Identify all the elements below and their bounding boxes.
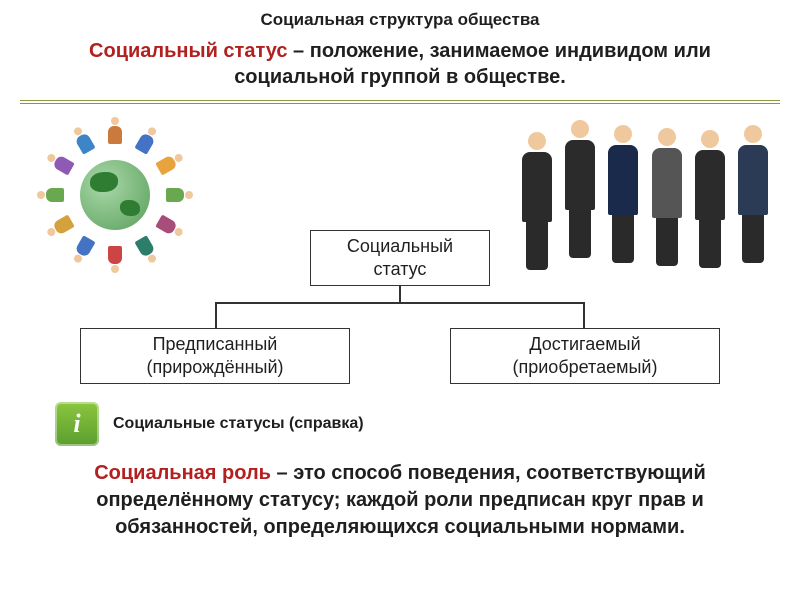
subtitle-highlight: Социальный статус: [89, 40, 287, 62]
diagram-section: Социальныйстатус Предписанный(прирождённ…: [0, 110, 800, 390]
role-highlight: Социальная роль: [94, 462, 271, 484]
business-person-icon: [561, 120, 599, 270]
business-person-icon: [648, 128, 686, 270]
globe-people-illustration: [35, 115, 195, 275]
box-prescribed-label: Предписанный(прирождённый): [146, 333, 283, 380]
ring-person-icon: [165, 188, 193, 202]
business-person-icon: [518, 132, 556, 270]
ring-person-icon: [155, 214, 186, 240]
globe-icon: [80, 160, 150, 230]
reference-label: Социальные статусы (справка): [113, 415, 364, 433]
info-icon[interactable]: i: [55, 402, 99, 446]
social-role-text: Социальная роль – это способ поведения, …: [0, 446, 800, 541]
reference-row: i Социальные статусы (справка): [55, 402, 800, 446]
ring-person-icon: [70, 235, 96, 266]
page-title: Социальная структура общества: [0, 0, 800, 30]
ring-person-icon: [155, 150, 186, 176]
businesspeople-illustration: [515, 110, 775, 270]
box-prescribed: Предписанный(прирождённый): [80, 328, 350, 384]
ring-person-icon: [44, 150, 75, 176]
box-social-status: Социальныйстатус: [310, 230, 490, 286]
ring-person-icon: [134, 235, 160, 266]
ring-person-icon: [108, 117, 122, 145]
business-person-icon: [734, 125, 772, 270]
box-achieved: Достигаемый(приобретаемый): [450, 328, 720, 384]
ring-person-icon: [70, 124, 96, 155]
connector: [215, 302, 217, 328]
box-social-status-label: Социальныйстатус: [347, 235, 453, 282]
ring-person-icon: [44, 214, 75, 240]
ring-person-icon: [37, 188, 65, 202]
business-person-icon: [691, 130, 729, 270]
connector: [583, 302, 585, 328]
ring-person-icon: [134, 124, 160, 155]
subtitle: Социальный статус – положение, занимаемо…: [0, 30, 800, 100]
box-achieved-label: Достигаемый(приобретаемый): [513, 333, 658, 380]
ring-person-icon: [108, 245, 122, 273]
business-person-icon: [604, 125, 642, 270]
connector: [399, 286, 401, 302]
subtitle-rest: – положение, занимаемое индивидом или со…: [234, 40, 711, 88]
connector: [215, 302, 585, 304]
divider: [20, 100, 780, 104]
